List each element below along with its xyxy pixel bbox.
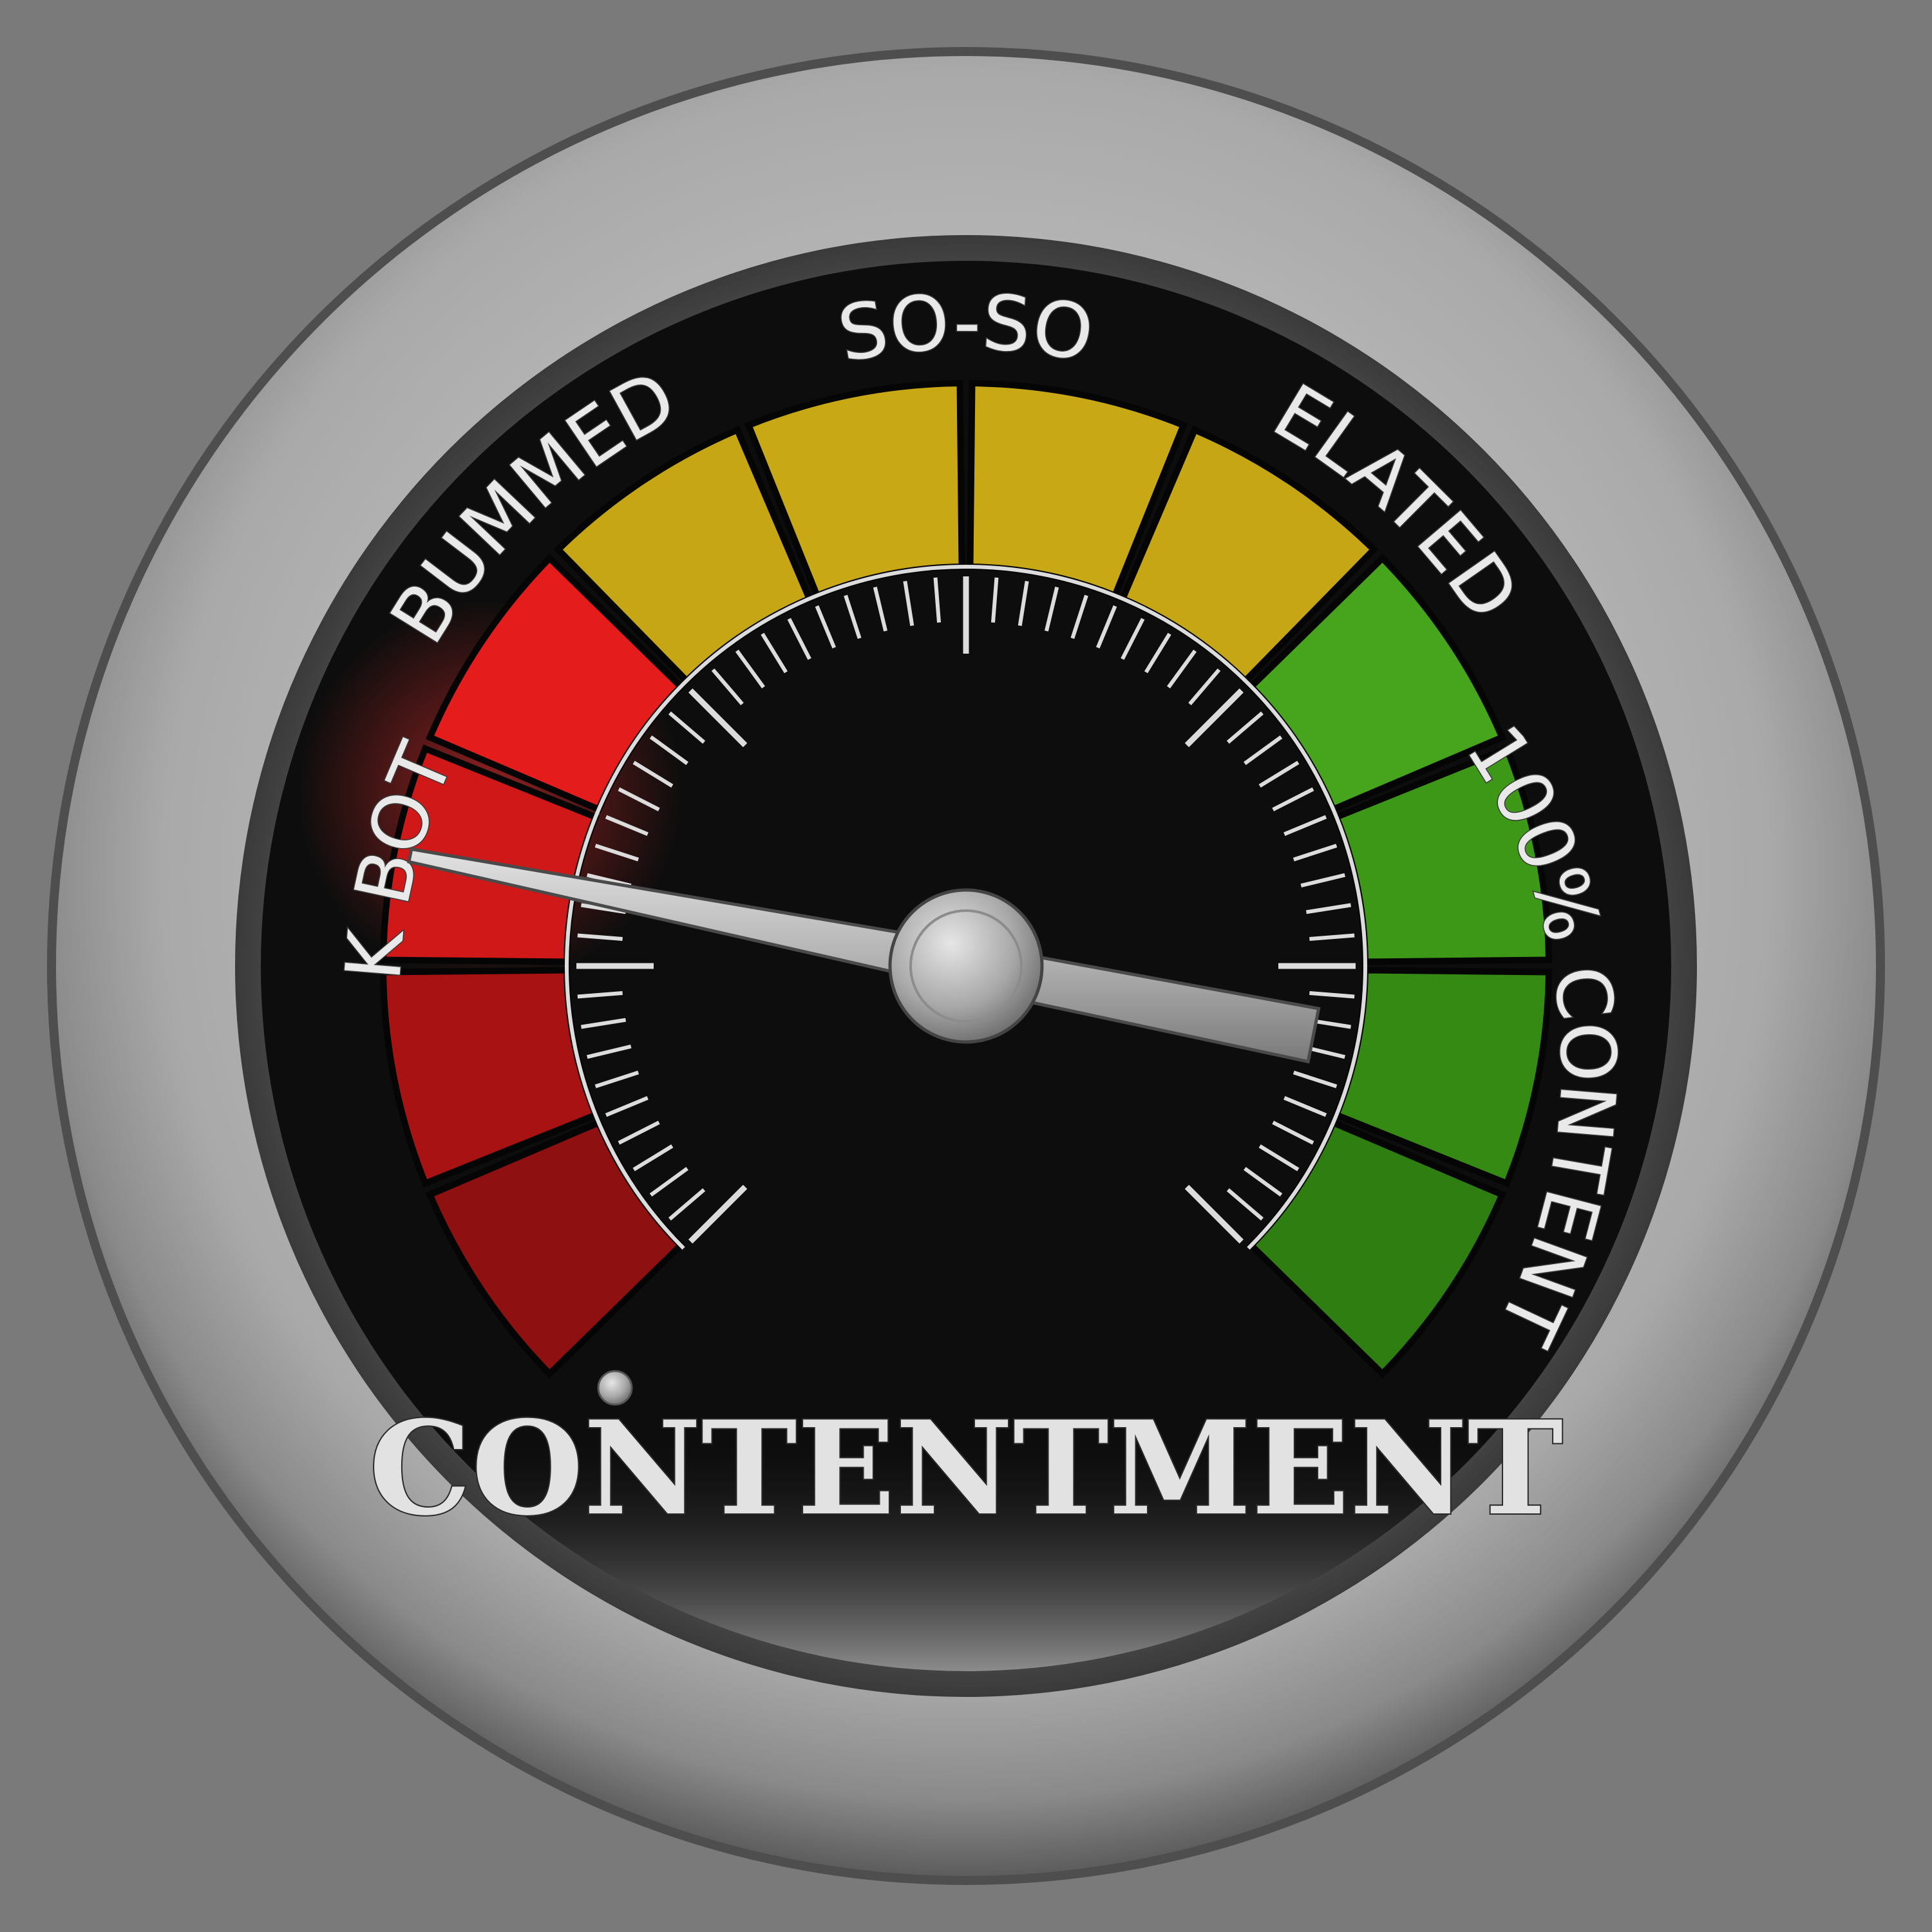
minor-tick [1309, 990, 1355, 999]
minor-tick [1258, 761, 1300, 788]
minor-tick [1018, 580, 1029, 627]
minor-tick [1144, 632, 1171, 674]
major-tick [688, 1184, 748, 1244]
minor-tick [1226, 711, 1264, 744]
minor-tick [649, 1167, 688, 1197]
minor-tick [1305, 903, 1352, 914]
minor-tick [632, 1144, 674, 1171]
minor-tick [1309, 933, 1355, 942]
minor-tick [577, 990, 623, 999]
minor-tick [618, 787, 660, 811]
major-tick [1184, 688, 1244, 748]
minor-tick [618, 1121, 660, 1145]
minor-tick [787, 618, 811, 660]
minor-tick [1272, 1121, 1314, 1145]
needle-hub-inner [909, 909, 1023, 1023]
screw [597, 1370, 633, 1406]
minor-tick [1293, 844, 1338, 862]
minor-tick [1293, 1070, 1338, 1088]
major-tick [688, 688, 748, 748]
minor-tick [594, 1070, 639, 1088]
minor-tick [1095, 605, 1117, 649]
scale-ticks [576, 576, 1356, 1244]
minor-tick [1226, 1188, 1264, 1221]
minor-tick [649, 735, 688, 765]
minor-tick [1258, 1144, 1300, 1171]
minor-tick [1244, 735, 1283, 765]
minor-tick [815, 605, 837, 649]
minor-tick [594, 844, 639, 862]
minor-tick [1272, 787, 1314, 811]
minor-tick [933, 577, 942, 623]
color-segments [379, 379, 1553, 1379]
minor-tick [735, 649, 765, 688]
minor-tick [587, 1044, 632, 1059]
minor-tick [1188, 668, 1221, 706]
major-tick [1184, 1184, 1244, 1244]
gauge-title: CONTENTMENT [369, 1393, 1564, 1544]
minor-tick [668, 1188, 706, 1221]
minor-tick [1283, 1095, 1327, 1117]
minor-tick [668, 711, 706, 744]
minor-tick [761, 632, 788, 674]
minor-tick [577, 933, 623, 942]
minor-tick [1300, 873, 1345, 888]
minor-tick [632, 761, 674, 788]
minor-tick [1244, 1167, 1283, 1197]
minor-tick [580, 1018, 627, 1029]
minor-tick [903, 580, 914, 627]
minor-tick [711, 668, 744, 706]
minor-tick [990, 577, 999, 623]
minor-tick [1283, 815, 1327, 837]
minor-tick [605, 1095, 649, 1117]
needle-hub [888, 888, 1044, 1044]
minor-tick [1167, 649, 1197, 688]
bezel-rim [47, 47, 1885, 1885]
minor-tick [605, 815, 649, 837]
minor-tick [1121, 618, 1145, 660]
minor-tick [873, 587, 888, 632]
zone-label-so-so: SO-SO [831, 278, 1099, 379]
minor-tick [844, 594, 862, 639]
scale-arc [565, 565, 1367, 1250]
minor-tick [1070, 594, 1088, 639]
minor-tick [1044, 587, 1059, 632]
